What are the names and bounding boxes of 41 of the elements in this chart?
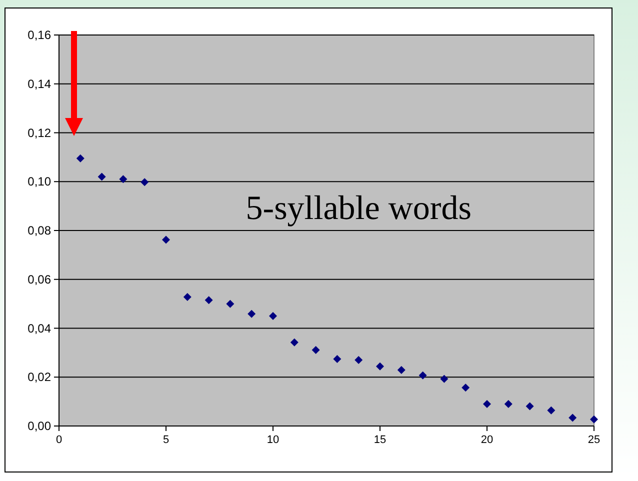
y-tick-label: 0,04 xyxy=(28,321,52,336)
point xyxy=(483,400,491,408)
point xyxy=(397,366,406,374)
y-tick-label: 0,14 xyxy=(28,76,52,91)
point xyxy=(248,310,256,318)
point xyxy=(504,400,512,408)
point xyxy=(440,374,448,383)
point xyxy=(462,384,470,392)
point xyxy=(312,346,320,354)
point xyxy=(590,415,598,424)
point xyxy=(204,296,213,304)
y-tick-label: 0,08 xyxy=(28,224,52,238)
y-tick-label: 0,02 xyxy=(28,370,52,384)
point xyxy=(269,312,277,320)
x-tick-label: 15 xyxy=(374,434,386,446)
point xyxy=(226,300,234,308)
y-tick-label: 0,16 xyxy=(28,28,52,42)
point xyxy=(290,338,298,346)
x-tick-label: 20 xyxy=(480,434,494,446)
point xyxy=(568,414,577,422)
point xyxy=(140,178,149,186)
annotation: 5-syllable words xyxy=(246,190,472,227)
x-tick-label: 0 xyxy=(56,434,62,446)
y-tick-label: 0,06 xyxy=(28,272,52,286)
point xyxy=(119,175,128,184)
point xyxy=(418,371,427,380)
point xyxy=(333,355,342,364)
point xyxy=(526,402,534,410)
point xyxy=(376,362,384,370)
y-tick-label: 0,12 xyxy=(28,126,52,140)
point xyxy=(547,406,556,414)
x-tick-label: 10 xyxy=(266,434,280,446)
x-tick-label: 25 xyxy=(588,434,600,446)
x-tick-label: 5 xyxy=(162,434,170,446)
point xyxy=(354,356,363,364)
point xyxy=(76,154,84,162)
point xyxy=(183,292,192,301)
point xyxy=(98,172,106,181)
point xyxy=(162,236,170,244)
y-tick-label: 0,10 xyxy=(28,174,52,189)
y-tick-label: 0,00 xyxy=(28,419,52,433)
